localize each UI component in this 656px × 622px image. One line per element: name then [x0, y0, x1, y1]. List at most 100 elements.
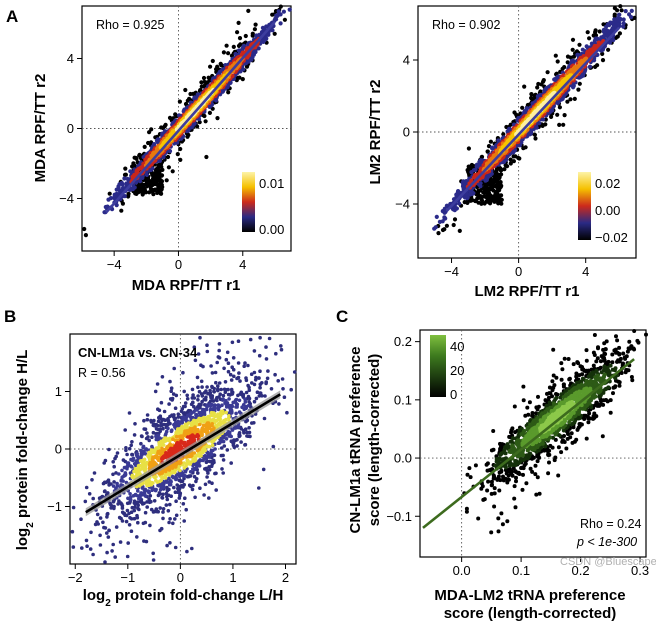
panel-b-chart: −2 −1 0 1 2−101 CN-LM1a vs. CN-34 R = 0.56 l…	[14, 333, 297, 609]
data-point	[167, 402, 171, 406]
data-point	[244, 390, 249, 395]
data-point	[171, 521, 175, 526]
data-point	[185, 98, 190, 103]
data-point	[172, 417, 177, 422]
data-point	[488, 201, 493, 206]
data-point	[210, 371, 215, 375]
data-point	[433, 225, 438, 230]
data-point	[145, 417, 150, 422]
data-point	[621, 17, 626, 22]
data-point	[535, 85, 540, 90]
data-point	[123, 172, 128, 177]
data-point	[177, 99, 182, 104]
data-point	[139, 175, 144, 180]
data-point	[161, 507, 166, 511]
data-point	[123, 428, 127, 432]
data-point	[215, 360, 219, 365]
data-point	[125, 452, 129, 457]
data-point	[511, 154, 516, 159]
data-point	[627, 12, 632, 17]
data-point	[248, 337, 253, 342]
data-point	[145, 500, 149, 504]
data-point	[247, 426, 251, 430]
data-point	[240, 47, 245, 52]
data-point	[170, 398, 174, 402]
data-point	[168, 517, 172, 521]
data-point	[105, 204, 110, 209]
data-point	[501, 132, 506, 137]
data-point	[178, 146, 183, 152]
data-point	[279, 344, 283, 348]
colorbar-label: 0.02	[595, 176, 620, 191]
data-point	[185, 549, 189, 554]
data-point	[226, 51, 231, 56]
data-point	[615, 8, 620, 13]
data-point	[165, 154, 171, 160]
data-point	[545, 70, 550, 75]
data-point	[147, 130, 152, 135]
data-point	[190, 546, 194, 551]
data-point	[160, 495, 164, 500]
data-point	[568, 97, 573, 102]
y-tick-label: 4	[67, 51, 74, 66]
data-point	[285, 410, 289, 415]
data-point	[216, 441, 221, 446]
data-point	[107, 447, 111, 452]
data-point	[246, 8, 251, 13]
data-point	[135, 170, 140, 175]
data-point	[166, 426, 170, 431]
data-point	[562, 113, 567, 118]
data-point	[125, 466, 129, 471]
data-point	[161, 510, 165, 514]
data-point	[468, 164, 473, 169]
data-point	[495, 178, 500, 183]
data-point	[151, 192, 156, 197]
data-point	[115, 451, 120, 455]
data-point	[529, 92, 534, 97]
data-point	[570, 37, 576, 42]
data-point	[278, 4, 283, 9]
data-point	[151, 551, 155, 556]
data-point	[220, 398, 225, 402]
data-point	[571, 54, 577, 59]
data-point	[278, 21, 283, 26]
data-point	[497, 166, 502, 171]
data-point	[205, 349, 210, 354]
data-point	[145, 413, 150, 417]
data-point	[165, 485, 169, 490]
data-point	[71, 505, 76, 510]
data-point	[127, 411, 132, 415]
data-point	[160, 375, 165, 379]
data-point	[137, 153, 142, 158]
data-point	[597, 29, 602, 34]
data-point	[494, 184, 499, 189]
data-point	[216, 388, 220, 393]
data-point	[577, 81, 582, 86]
panel-letter-a: A	[6, 7, 18, 26]
data-point	[282, 17, 287, 22]
data-point	[181, 370, 185, 375]
data-point	[267, 336, 272, 341]
data-point	[161, 426, 165, 431]
data-point	[236, 20, 241, 25]
data-point	[203, 482, 208, 487]
panel-a-left-ylabel: MDA RPF/TT r2	[32, 74, 49, 183]
data-point	[231, 400, 235, 405]
data-point	[258, 385, 262, 390]
data-point	[483, 190, 488, 195]
data-point	[207, 480, 212, 484]
data-point	[629, 8, 634, 13]
data-point	[141, 521, 146, 526]
data-point	[276, 379, 281, 383]
data-point	[70, 529, 75, 534]
data-point	[237, 36, 243, 41]
data-point	[117, 472, 121, 476]
data-point	[166, 165, 171, 170]
x-tick-label: −4	[444, 264, 459, 279]
data-point	[113, 555, 117, 559]
data-point	[162, 124, 167, 129]
data-point	[192, 396, 197, 400]
data-point	[215, 116, 220, 121]
data-point	[136, 489, 140, 493]
